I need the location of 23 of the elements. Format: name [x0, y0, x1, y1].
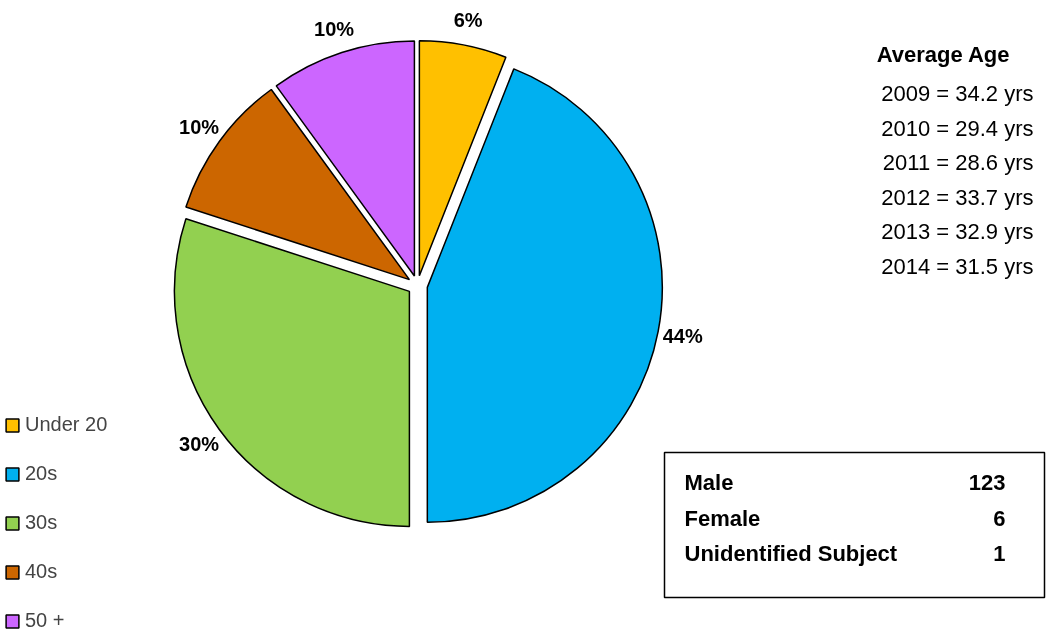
legend-label: Under 20: [25, 413, 108, 436]
data-label: 30%: [179, 433, 220, 456]
text: Unidentified Subject: [684, 541, 898, 566]
text: Male: [684, 470, 734, 495]
text: 2013 = 32.9 yrs: [881, 219, 1034, 244]
legend-label: 50 +: [25, 609, 65, 632]
text: 2009 = 34.2 yrs: [881, 81, 1034, 106]
data-label: 6%: [453, 9, 483, 32]
text: 2014 = 31.5 yrs: [881, 253, 1034, 279]
text: 2012 = 33.7 yrs: [881, 184, 1034, 210]
legend-label: 30s: [25, 511, 58, 534]
text: Female: [684, 505, 761, 531]
text: 123: [968, 470, 1006, 495]
text: Average Age: [876, 42, 1010, 67]
legend-label: 40s: [25, 560, 58, 583]
data-label: 10%: [179, 115, 220, 138]
text: 2010 = 29.4 yrs: [881, 115, 1034, 141]
data-label: 44%: [662, 325, 703, 348]
legend-label: 20s: [25, 462, 58, 485]
text: 6: [993, 505, 1006, 531]
data-label: 10%: [314, 17, 355, 40]
text: 2011 = 28.6 yrs: [882, 150, 1034, 175]
text: 1: [993, 541, 1006, 566]
